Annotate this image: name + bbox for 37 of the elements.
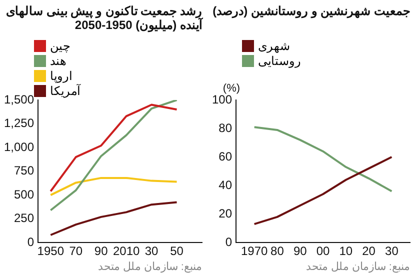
x-tick-label: 90 [293, 244, 308, 258]
x-tick-label: 70 [69, 244, 83, 258]
y-tick-label: 0 [27, 234, 34, 249]
y-tick-label: 0 [225, 234, 232, 249]
y-tick-label: 60 [218, 149, 232, 164]
x-tick-label: 10 [339, 244, 353, 258]
legend-label: هند [50, 54, 66, 68]
x-tick-label: 1950 [37, 244, 64, 258]
text: منبع: سازمان ملل متحد [98, 260, 202, 273]
legend-label: چین [50, 38, 70, 52]
text: منبع: سازمان ملل متحد [306, 260, 410, 273]
y-tick-label: 20 [218, 206, 232, 220]
x-tick-label: 90 [94, 244, 108, 258]
y-tick-label: 1,250 [4, 116, 34, 130]
x-tick-label: 50 [170, 244, 184, 258]
x-tick-label: 80 [270, 244, 284, 258]
x-tick-label: 20 [362, 244, 376, 258]
legend-label: اروپا [50, 68, 72, 82]
y-tick-label: 1,500 [4, 92, 34, 106]
x-tick-label: 2010 [112, 244, 140, 258]
chart-title: جمعیت شهرنشین و روستانشین (درصد) [212, 4, 410, 18]
x-tick-label: 00 [316, 244, 330, 258]
x-tick-label: 30 [144, 244, 159, 258]
y-tick-label: 80 [218, 120, 232, 135]
y-tick-label: 500 [14, 187, 34, 202]
y-tick-label: 100 [212, 92, 232, 106]
y-tick-label: 250 [14, 211, 34, 226]
legend-label: شهری [258, 38, 290, 52]
y-tick-label: 40 [218, 178, 232, 192]
x-tick-label: 30 [385, 244, 399, 258]
legend-label: آمریکا [50, 84, 80, 98]
x-tick-label: 1970 [240, 244, 268, 258]
chart-title: رشد جمعیت تاکنون و پیش بینی سالهای آینده (میلیون) 1950-2050 [4, 4, 202, 32]
y-axis-title: (%) [222, 82, 240, 95]
legend-label: روستایی [258, 54, 301, 68]
y-tick-label: 1,000 [4, 140, 34, 154]
y-tick-label: 750 [14, 164, 34, 178]
